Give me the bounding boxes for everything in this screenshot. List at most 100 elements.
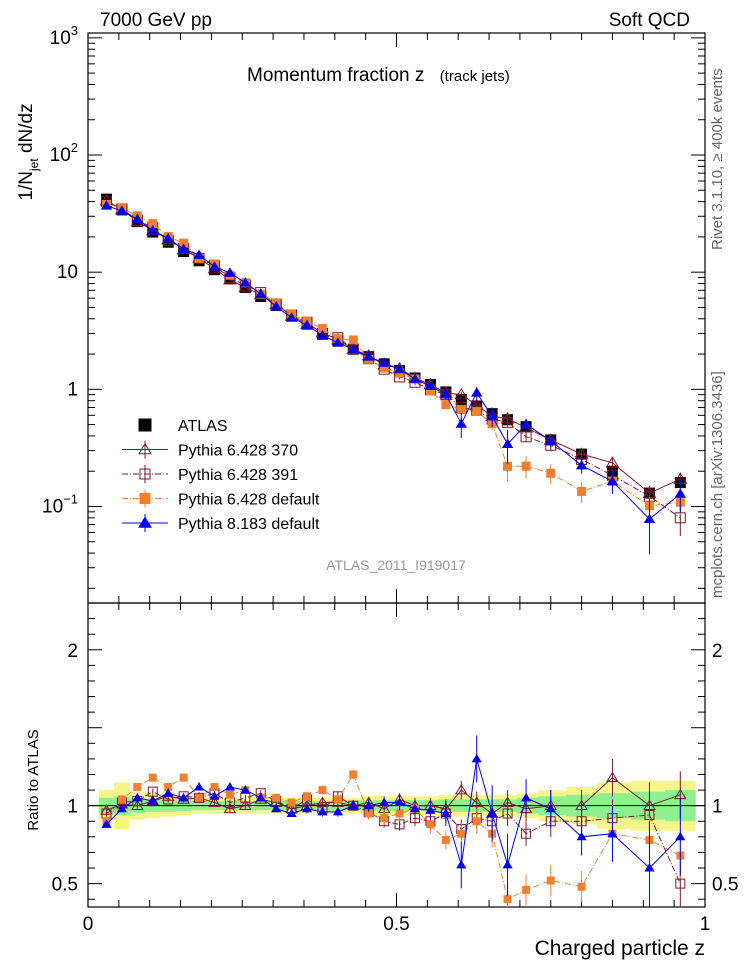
- point-pythia-8-183-default: [455, 418, 467, 428]
- ratio-point-pythia-6-428-default: [577, 882, 586, 891]
- ratio-point-pythia-6-428-default: [395, 809, 404, 818]
- point-pythia-8-183-default: [177, 243, 190, 253]
- ratio-point-pythia-8-183-default: [607, 828, 618, 838]
- ratio-point-pythia-8-183-default: [425, 805, 436, 814]
- ratio-point-pythia-6-428-default: [225, 790, 234, 799]
- energy-label: 7000 GeV pp: [100, 10, 212, 31]
- y-tick-base: 10: [57, 262, 78, 283]
- y-tick-base: 10: [42, 496, 63, 517]
- y-tick-label: 102: [50, 140, 78, 166]
- point-pythia-8-183-default: [116, 205, 128, 215]
- y-axis-label-sub: jet: [27, 158, 41, 172]
- legend-marker-atlas: [138, 418, 152, 432]
- ratio-point-pythia-6-428-391: [521, 828, 532, 839]
- point-pythia-8-183-default: [424, 380, 437, 390]
- y-axis-label-tail: dN/dz: [16, 103, 37, 158]
- point-pythia-6-428-default: [348, 335, 358, 345]
- y-tick-exponent: 3: [71, 23, 78, 38]
- plot-subtitle: (track jets): [440, 68, 510, 85]
- point-pythia-8-183-default: [520, 418, 532, 429]
- y-tick-label: 1: [67, 379, 78, 400]
- ratio-point-pythia-6-428-default: [472, 817, 481, 826]
- ratio-point-pythia-8-183-default: [317, 806, 328, 816]
- ratio-point-pythia-6-428-391: [194, 792, 205, 803]
- point-pythia-6-428-default: [546, 468, 556, 478]
- ratio-point-pythia-8-183-default: [379, 797, 390, 806]
- y-tick-base: 10: [50, 145, 71, 166]
- ratio-point-pythia-6-428-391: [675, 878, 686, 889]
- ratio-point-pythia-6-428-391: [502, 808, 513, 819]
- ratio-y-tick-label-right: 2: [712, 641, 723, 662]
- ratio-y-tick-label: 1: [67, 797, 78, 818]
- point-pythia-8-183-default: [575, 459, 588, 470]
- ratio-point-pythia-6-428-default: [133, 782, 142, 791]
- ratio-point-pythia-8-183-default: [116, 803, 127, 813]
- ratio-point-pythia-8-183-default: [132, 792, 143, 802]
- point-pythia-6-428-default: [441, 400, 451, 410]
- main-data-layer: [99, 193, 688, 555]
- point-pythia-8-183-default: [501, 438, 514, 448]
- x-tick-label: 0: [83, 914, 94, 935]
- point-pythia-8-183-default: [162, 232, 174, 243]
- ratio-point-pythia-6-428-370: [208, 796, 221, 807]
- point-pythia-6-428-default: [521, 461, 531, 471]
- ratio-point-pythia-6-428-default: [333, 795, 342, 804]
- ratio-y-tick-label: 2: [67, 641, 78, 662]
- point-pythia-6-428-default: [456, 405, 466, 415]
- point-pythia-8-183-default: [486, 410, 498, 421]
- point-pythia-6-428-370: [454, 387, 469, 400]
- ratio-point-pythia-8-183-default: [301, 803, 313, 813]
- ratio-point-pythia-6-428-370: [606, 771, 619, 782]
- ratio-point-pythia-8-183-default: [332, 806, 343, 816]
- point-pythia-8-183-default: [674, 488, 686, 498]
- ratio-point-pythia-6-428-370: [223, 802, 237, 814]
- plot-title: Momentum fraction z (track jets): [247, 65, 510, 86]
- ratio-point-pythia-6-428-default: [457, 829, 466, 838]
- ratio-point-pythia-8-183-default: [286, 808, 297, 817]
- legend-marker-pythia-8-183-default: [138, 516, 152, 528]
- ratio-point-pythia-8-183-default: [675, 831, 686, 841]
- legend-marker-pythia-6-428-default: [139, 493, 151, 504]
- point-pythia-6-428-default: [577, 486, 587, 496]
- ratio-point-pythia-8-183-default: [194, 782, 205, 791]
- point-pythia-8-183-default: [208, 261, 221, 271]
- ratio-point-pythia-6-428-default: [441, 835, 450, 844]
- y-tick-exponent: 2: [71, 140, 78, 155]
- ratio-point-pythia-8-183-default: [456, 859, 467, 869]
- series-line-pythia-6-428-default: [106, 204, 681, 507]
- ratio-point-pythia-8-183-default: [271, 803, 282, 813]
- ratio-point-pythia-8-183-default: [409, 803, 421, 813]
- ratio-y-tick-label-right: 0.5: [712, 875, 738, 896]
- y-tick-label: 10: [57, 262, 78, 283]
- ratio-point-pythia-8-183-default: [363, 800, 374, 810]
- point-pythia-8-183-default: [147, 225, 159, 235]
- point-pythia-8-183-default: [239, 277, 251, 287]
- ratio-point-pythia-6-428-default: [287, 798, 296, 807]
- ratio-point-pythia-6-428-default: [522, 885, 531, 894]
- legend-label-atlas: ATLAS: [178, 418, 228, 435]
- ratio-point-pythia-8-183-default: [521, 792, 532, 802]
- legend-label-pythia-6-428-370: Pythia 6.428 370: [178, 443, 298, 460]
- ratio-point-pythia-8-183-default: [209, 791, 220, 800]
- ratio-point-pythia-6-428-default: [195, 793, 204, 802]
- y-tick-label: 10−1: [42, 491, 78, 517]
- x-tick-label: 1: [700, 914, 711, 935]
- ratio-point-pythia-8-183-default: [440, 808, 451, 817]
- point-pythia-8-183-default: [440, 389, 452, 399]
- point-pythia-8-183-default: [393, 363, 406, 374]
- ratio-point-pythia-6-428-default: [303, 792, 312, 801]
- ratio-point-pythia-8-183-default: [487, 808, 498, 817]
- ratio-point-pythia-8-183-default: [163, 788, 174, 797]
- legend-label-pythia-6-428-default: Pythia 6.428 default: [178, 492, 320, 509]
- point-pythia-8-183-default: [301, 319, 313, 330]
- ratio-point-pythia-8-183-default: [101, 819, 112, 828]
- y-axis-label: 1/Njet dN/dz: [16, 103, 41, 200]
- y-tick-exponent: −1: [63, 491, 78, 506]
- ratio-point-pythia-8-183-default: [576, 831, 587, 841]
- point-pythia-8-183-default: [100, 200, 113, 210]
- ratio-point-pythia-6-428-default: [179, 773, 188, 782]
- point-pythia-8-183-default: [643, 513, 656, 523]
- y-tick-base: 1: [67, 379, 78, 400]
